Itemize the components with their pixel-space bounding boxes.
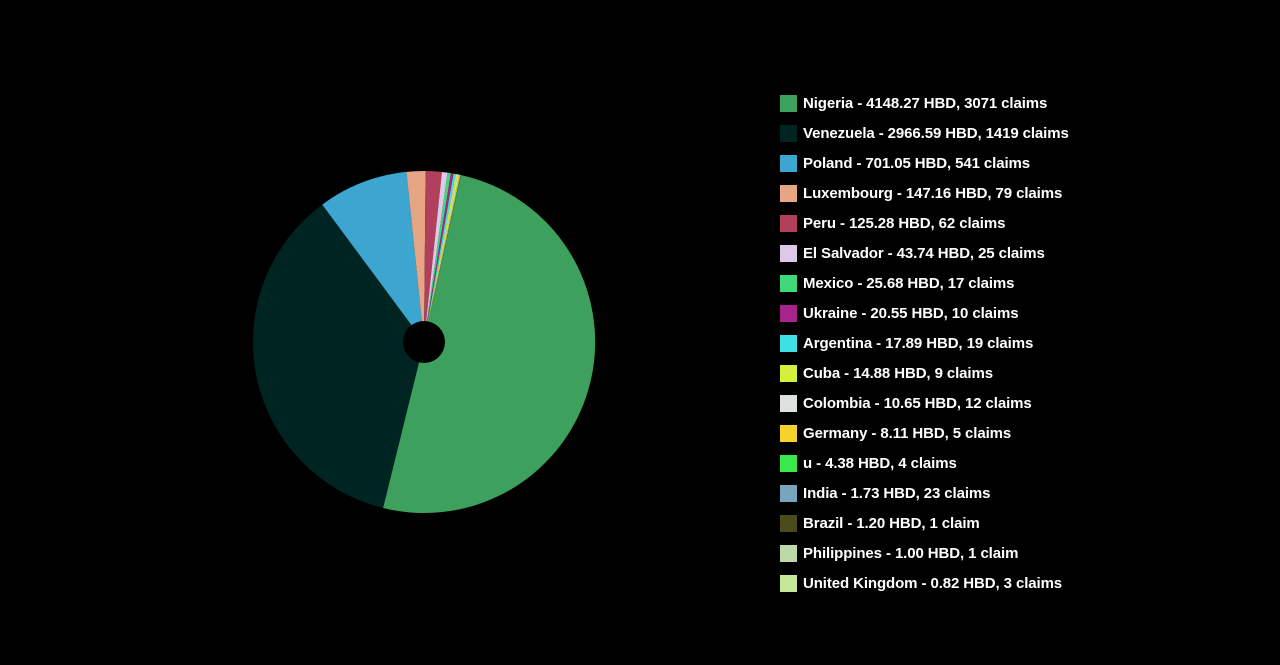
legend-item-u[interactable]: u - 4.38 HBD, 4 claims (780, 448, 1069, 478)
legend-swatch (780, 364, 797, 382)
legend-label: Mexico - 25.68 HBD, 17 claims (803, 274, 1015, 292)
legend-item-cuba[interactable]: Cuba - 14.88 HBD, 9 claims (780, 358, 1069, 388)
legend-label: Brazil - 1.20 HBD, 1 claim (803, 514, 980, 532)
pie-slice-el-salvador[interactable] (424, 171, 448, 342)
legend-item-peru[interactable]: Peru - 125.28 HBD, 62 claims (780, 208, 1069, 238)
legend-item-colombia[interactable]: Colombia - 10.65 HBD, 12 claims (780, 388, 1069, 418)
pie-slice-u[interactable] (424, 174, 461, 342)
legend-swatch (780, 124, 797, 142)
legend-item-venezuela[interactable]: Venezuela - 2966.59 HBD, 1419 claims (780, 118, 1069, 148)
legend-swatch (780, 304, 797, 322)
legend-label: El Salvador - 43.74 HBD, 25 claims (803, 244, 1045, 262)
chart-legend: Nigeria - 4148.27 HBD, 3071 claims Venezu… (780, 88, 1069, 598)
pie-slice-ukraine[interactable] (424, 173, 454, 342)
pie-slice-argentina[interactable] (424, 173, 456, 342)
pie-slice-nigeria[interactable] (383, 175, 596, 514)
pie-slice-united-kingdom[interactable] (424, 175, 462, 342)
legend-label: Luxembourg - 147.16 HBD, 79 claims (803, 184, 1063, 202)
pie-slice-cuba[interactable] (424, 173, 458, 342)
pie-slice-mexico[interactable] (424, 172, 451, 342)
pie-slice-peru[interactable] (424, 171, 442, 342)
legend-swatch (780, 484, 797, 502)
pie-slice-india[interactable] (424, 174, 461, 342)
pie-slices (252, 171, 596, 514)
pie-slice-luxembourg[interactable] (406, 171, 426, 342)
legend-swatch (780, 544, 797, 562)
pie-slice-germany[interactable] (424, 174, 461, 342)
pie-slice-venezuela[interactable] (252, 204, 424, 509)
legend-label: India - 1.73 HBD, 23 claims (803, 484, 991, 502)
legend-swatch (780, 424, 797, 442)
legend-swatch (780, 244, 797, 262)
legend-swatch (780, 274, 797, 292)
legend-swatch (780, 184, 797, 202)
legend-label: United Kingdom - 0.82 HBD, 3 claims (803, 574, 1063, 592)
legend-swatch (780, 334, 797, 352)
legend-label: Venezuela - 2966.59 HBD, 1419 claims (803, 124, 1069, 142)
legend-item-philippines[interactable]: Philippines - 1.00 HBD, 1 claim (780, 538, 1069, 568)
legend-item-germany[interactable]: Germany - 8.11 HBD, 5 claims (780, 418, 1069, 448)
legend-swatch (780, 394, 797, 412)
legend-swatch (780, 514, 797, 532)
legend-label: Colombia - 10.65 HBD, 12 claims (803, 394, 1032, 412)
legend-item-brazil[interactable]: Brazil - 1.20 HBD, 1 claim (780, 508, 1069, 538)
legend-label: Cuba - 14.88 HBD, 9 claims (803, 364, 993, 382)
legend-label: Argentina - 17.89 HBD, 19 claims (803, 334, 1034, 352)
legend-swatch (780, 154, 797, 172)
legend-label: Germany - 8.11 HBD, 5 claims (803, 424, 1012, 442)
legend-label: u - 4.38 HBD, 4 claims (803, 454, 957, 472)
legend-item-united-kingdom[interactable]: United Kingdom - 0.82 HBD, 3 claims (780, 568, 1069, 598)
legend-label: Peru - 125.28 HBD, 62 claims (803, 214, 1006, 232)
legend-item-mexico[interactable]: Mexico - 25.68 HBD, 17 claims (780, 268, 1069, 298)
pie-center-hole (403, 321, 445, 363)
legend-item-nigeria[interactable]: Nigeria - 4148.27 HBD, 3071 claims (780, 88, 1069, 118)
legend-item-ukraine[interactable]: Ukraine - 20.55 HBD, 10 claims (780, 298, 1069, 328)
pie-slice-colombia[interactable] (424, 174, 460, 342)
legend-swatch (780, 454, 797, 472)
legend-swatch (780, 574, 797, 592)
legend-swatch (780, 214, 797, 232)
legend-swatch (780, 94, 797, 112)
legend-item-argentina[interactable]: Argentina - 17.89 HBD, 19 claims (780, 328, 1069, 358)
pie-slice-philippines[interactable] (424, 175, 462, 342)
legend-item-india[interactable]: India - 1.73 HBD, 23 claims (780, 478, 1069, 508)
pie-slice-brazil[interactable] (424, 175, 462, 342)
legend-item-poland[interactable]: Poland - 701.05 HBD, 541 claims (780, 148, 1069, 178)
pie-slice-poland[interactable] (322, 171, 424, 342)
legend-label: Ukraine - 20.55 HBD, 10 claims (803, 304, 1019, 322)
legend-item-el-salvador[interactable]: El Salvador - 43.74 HBD, 25 claims (780, 238, 1069, 268)
legend-label: Philippines - 1.00 HBD, 1 claim (803, 544, 1019, 562)
legend-label: Poland - 701.05 HBD, 541 claims (803, 154, 1031, 172)
legend-label: Nigeria - 4148.27 HBD, 3071 claims (803, 94, 1048, 112)
legend-item-luxembourg[interactable]: Luxembourg - 147.16 HBD, 79 claims (780, 178, 1069, 208)
